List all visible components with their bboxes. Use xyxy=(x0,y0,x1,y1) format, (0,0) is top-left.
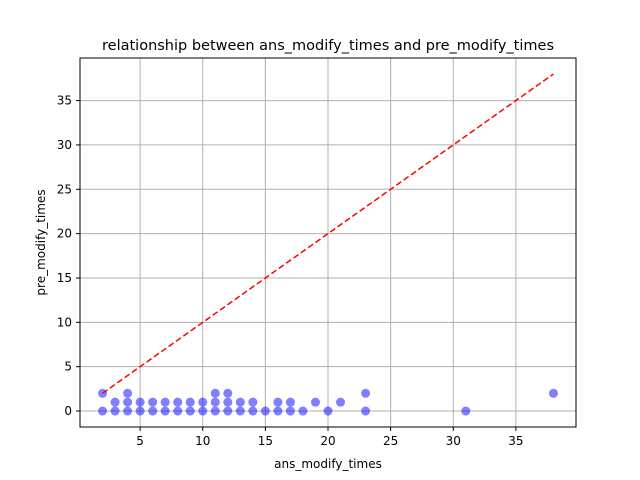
reference-line-group xyxy=(102,73,554,394)
scatter-point xyxy=(210,397,220,407)
x-tick-label: 25 xyxy=(383,434,398,448)
x-tick-label: 5 xyxy=(136,434,144,448)
y-tick-label: 35 xyxy=(57,94,72,108)
scatter-point xyxy=(361,406,371,416)
scatter-point xyxy=(235,397,245,407)
x-tick-label: 30 xyxy=(446,434,461,448)
scatter-point xyxy=(310,397,320,407)
x-axis-label: ans_modify_times xyxy=(274,457,382,471)
scatter-point xyxy=(173,406,183,416)
scatter-point xyxy=(273,397,283,407)
y-tick-label: 30 xyxy=(57,138,72,152)
scatter-point xyxy=(285,406,295,416)
scatter-point xyxy=(336,397,346,407)
scatter-point xyxy=(461,406,471,416)
y-tick-label: 15 xyxy=(57,271,72,285)
x-tick-label: 20 xyxy=(320,434,335,448)
y-tick-label: 20 xyxy=(57,227,72,241)
scatter-point xyxy=(323,406,333,416)
scatter-point xyxy=(123,388,133,398)
y-tick-label: 25 xyxy=(57,182,72,196)
scatter-point xyxy=(248,406,258,416)
scatter-point xyxy=(135,397,145,407)
scatter-point xyxy=(110,406,120,416)
scatter-point xyxy=(110,397,120,407)
scatter-point xyxy=(185,397,195,407)
scatter-point xyxy=(160,406,170,416)
scatter-point xyxy=(273,406,283,416)
scatter-point xyxy=(198,397,208,407)
x-axis-ticks: 5 10 15 20 25 30 35 xyxy=(136,427,524,448)
y-axis-label: pre_modify_times xyxy=(34,189,48,295)
scatter-point xyxy=(223,388,233,398)
y-tick-label: 5 xyxy=(64,360,72,374)
scatter-point xyxy=(198,406,208,416)
scatter-point xyxy=(361,388,371,398)
scatter-point xyxy=(148,397,158,407)
scatter-point xyxy=(123,397,133,407)
scatter-point xyxy=(148,406,158,416)
scatter-point xyxy=(185,406,195,416)
chart-title: relationship between ans_modify_times an… xyxy=(102,38,554,54)
scatter-point xyxy=(235,406,245,416)
x-tick-label: 15 xyxy=(258,434,273,448)
y-axis-ticks: 0 5 10 15 20 25 30 35 xyxy=(57,94,80,418)
scatter-point xyxy=(160,397,170,407)
scatter-point xyxy=(173,397,183,407)
scatter-point xyxy=(223,406,233,416)
scatter-point xyxy=(298,406,308,416)
scatter-point xyxy=(98,406,108,416)
scatter-point xyxy=(135,406,145,416)
data-points xyxy=(98,388,558,416)
x-tick-label: 35 xyxy=(508,434,523,448)
scatter-point xyxy=(260,406,270,416)
scatter-point xyxy=(285,397,295,407)
scatter-point xyxy=(210,406,220,416)
y-tick-label: 0 xyxy=(64,404,72,418)
scatter-point xyxy=(123,406,133,416)
scatter-point xyxy=(210,388,220,398)
reference-line xyxy=(102,73,554,394)
scatter-point xyxy=(248,397,258,407)
y-tick-label: 10 xyxy=(57,315,72,329)
scatter-point xyxy=(223,397,233,407)
x-tick-label: 10 xyxy=(195,434,210,448)
scatter-point xyxy=(548,388,558,398)
